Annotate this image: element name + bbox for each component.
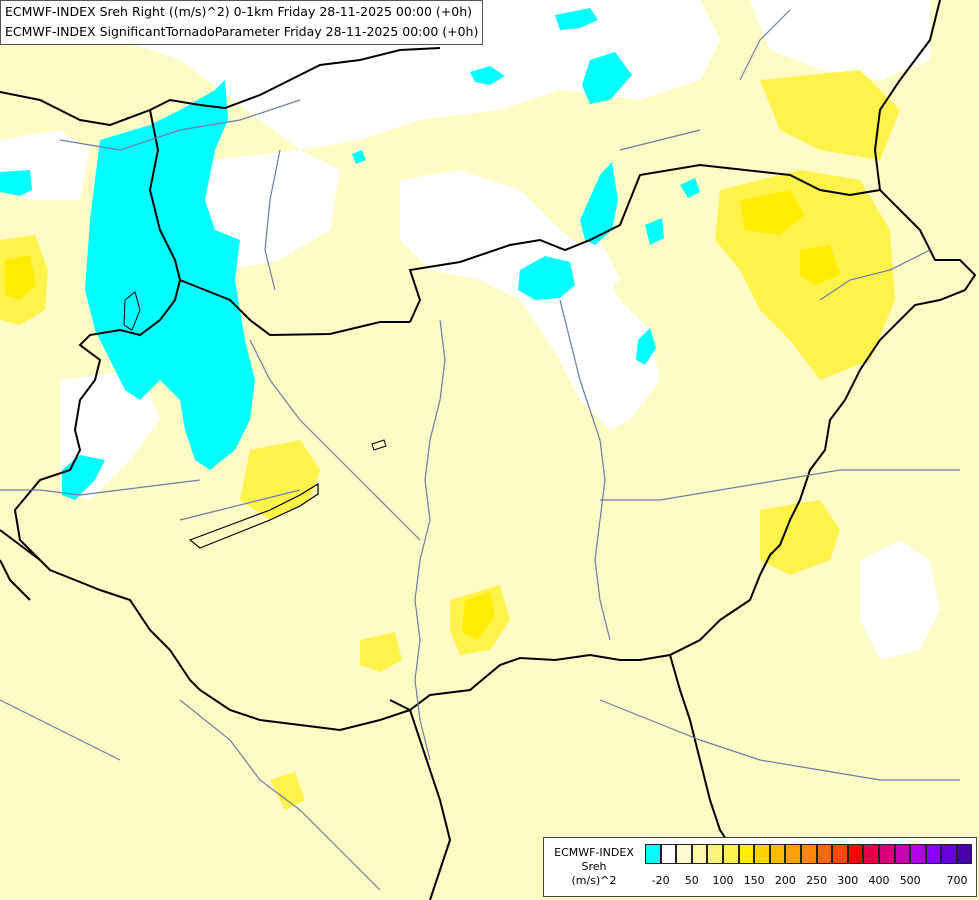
legend-tick-label: 50 (684, 874, 699, 887)
legend-swatch (847, 844, 864, 864)
legend-swatch (894, 844, 911, 864)
legend-tick-label: 500 (899, 874, 921, 887)
color-legend: ECMWF-INDEX Sreh (m/s)^2 -20 50 100 150 200 2… (543, 837, 977, 897)
map-title-box: ECMWF-INDEX Sreh Right ((m/s)^2) 0-1km F… (0, 0, 484, 45)
title-line-stp: ECMWF-INDEX SignificantTornadoParameter … (5, 24, 479, 39)
legend-swatch (832, 844, 848, 864)
legend-swatch (785, 844, 801, 864)
legend-ticks: -20 50 100 150 200 250 300 400 500 700 (645, 874, 970, 890)
legend-title-line1: ECMWF-INDEX (554, 846, 634, 859)
legend-swatch (816, 844, 833, 864)
legend-swatch (691, 844, 708, 864)
rivers (0, 9, 960, 891)
legend-tick-label: -20 (651, 874, 670, 887)
legend-swatch (754, 844, 770, 864)
legend-swatch (738, 844, 755, 864)
lake-small (371, 439, 387, 451)
legend-swatch (645, 844, 661, 864)
legend-tick-label: 300 (837, 874, 859, 887)
legend-tick-label: 100 (712, 874, 734, 887)
cyan-regions (0, 8, 700, 500)
legend-tick-label: 700 (946, 874, 968, 887)
legend-swatch (676, 844, 692, 864)
legend-swatch (800, 844, 817, 864)
legend-title-line2: Sreh (581, 860, 607, 873)
legend-swatch (863, 844, 879, 864)
legend-swatch (660, 844, 677, 864)
bright-yellow-regions (5, 190, 840, 640)
legend-swatch (956, 844, 973, 864)
legend-swatch (769, 844, 786, 864)
legend-swatch (878, 844, 895, 864)
lake-balaton (188, 482, 319, 549)
legend-title: ECMWF-INDEX Sreh (m/s)^2 (544, 846, 644, 888)
legend-swatch (910, 844, 926, 864)
legend-title-line3: (m/s)^2 (571, 874, 617, 887)
legend-swatches (645, 844, 973, 866)
legend-tick-label: 200 (774, 874, 796, 887)
legend-swatch (925, 844, 942, 864)
legend-tick-label: 250 (806, 874, 828, 887)
legend-swatch (941, 844, 957, 864)
title-line-sreh: ECMWF-INDEX Sreh Right ((m/s)^2) 0-1km F… (5, 4, 473, 19)
legend-tick-label: 400 (868, 874, 890, 887)
legend-tick-label: 150 (743, 874, 765, 887)
lake-neusiedl (123, 291, 141, 331)
legend-swatch (707, 844, 723, 864)
legend-swatch (722, 844, 739, 864)
